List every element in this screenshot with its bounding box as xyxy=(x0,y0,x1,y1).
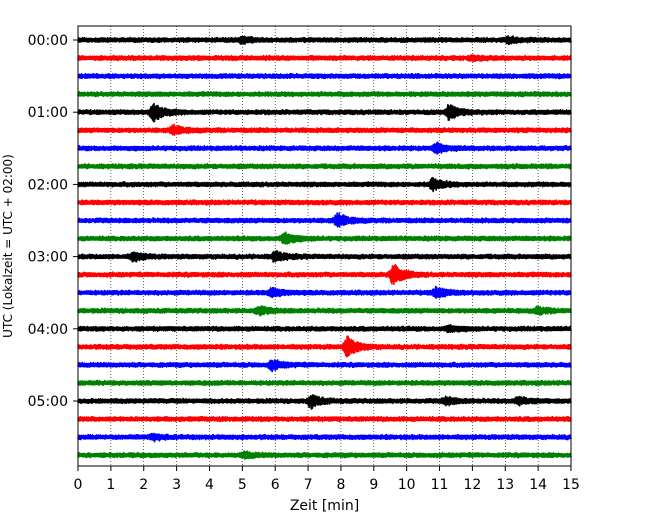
trace-0300 xyxy=(77,250,572,263)
x-tick-label: 5 xyxy=(238,477,247,493)
x-tick-label: 4 xyxy=(205,477,214,493)
x-axis-ticks: 0 1 2 3 4 5 6 7 8 9 10 11 12 13 14 15 xyxy=(74,466,580,493)
x-tick-label: 0 xyxy=(74,477,83,493)
x-tick-label: 6 xyxy=(271,477,280,493)
trace-0330 xyxy=(77,285,572,299)
trace-0445 xyxy=(77,379,572,387)
y-tick-label: 03:00 xyxy=(28,250,68,266)
trace-0530 xyxy=(77,432,572,443)
trace-0500 xyxy=(77,393,572,410)
trace-0215 xyxy=(77,199,572,206)
trace-0130 xyxy=(77,141,572,155)
x-tick-label: 9 xyxy=(369,477,378,493)
y-tick-label: 01:00 xyxy=(28,105,68,121)
trace-0030 xyxy=(77,72,572,80)
y-axis-label: UTC (Lokalzeit = UTC + 02:00) xyxy=(1,154,15,338)
trace-0545 xyxy=(77,450,572,460)
x-tick-label: 10 xyxy=(398,477,416,493)
x-tick-label: 7 xyxy=(304,477,313,493)
x-tick-label: 2 xyxy=(139,477,148,493)
x-tick-label: 12 xyxy=(463,477,481,493)
grid-lines xyxy=(110,26,539,466)
trace-0245 xyxy=(77,231,572,245)
trace-0000 xyxy=(77,35,572,46)
x-tick-label: 14 xyxy=(529,477,547,493)
trace-0145 xyxy=(77,163,572,170)
trace-0430 xyxy=(77,359,572,373)
trace-0045 xyxy=(77,90,572,98)
trace-0415 xyxy=(77,335,572,358)
x-axis-label: Zeit [min] xyxy=(290,498,359,514)
x-tick-label: 13 xyxy=(496,477,514,493)
seismic-traces xyxy=(77,35,572,460)
x-tick-label: 11 xyxy=(431,477,449,493)
y-axis-ticks: 00:00 01:00 02:00 03:00 04:00 05:00 xyxy=(28,33,78,410)
trace-0230 xyxy=(77,212,572,228)
y-tick-label: 02:00 xyxy=(28,177,68,193)
trace-0015 xyxy=(77,54,572,63)
y-tick-label: 00:00 xyxy=(28,33,68,49)
x-tick-label: 8 xyxy=(336,477,345,493)
trace-0400 xyxy=(77,323,572,334)
trace-0200 xyxy=(77,176,572,193)
y-tick-label: 04:00 xyxy=(28,322,68,338)
trace-0115 xyxy=(77,123,572,136)
trace-0315 xyxy=(77,264,572,285)
trace-0515 xyxy=(77,415,572,423)
x-tick-label: 15 xyxy=(562,477,580,493)
trace-0100 xyxy=(77,102,572,123)
x-tick-label: 3 xyxy=(172,477,181,493)
x-tick-label: 1 xyxy=(106,477,115,493)
y-tick-label: 05:00 xyxy=(28,394,68,410)
plot-frame xyxy=(77,25,572,467)
trace-0345 xyxy=(77,305,572,317)
